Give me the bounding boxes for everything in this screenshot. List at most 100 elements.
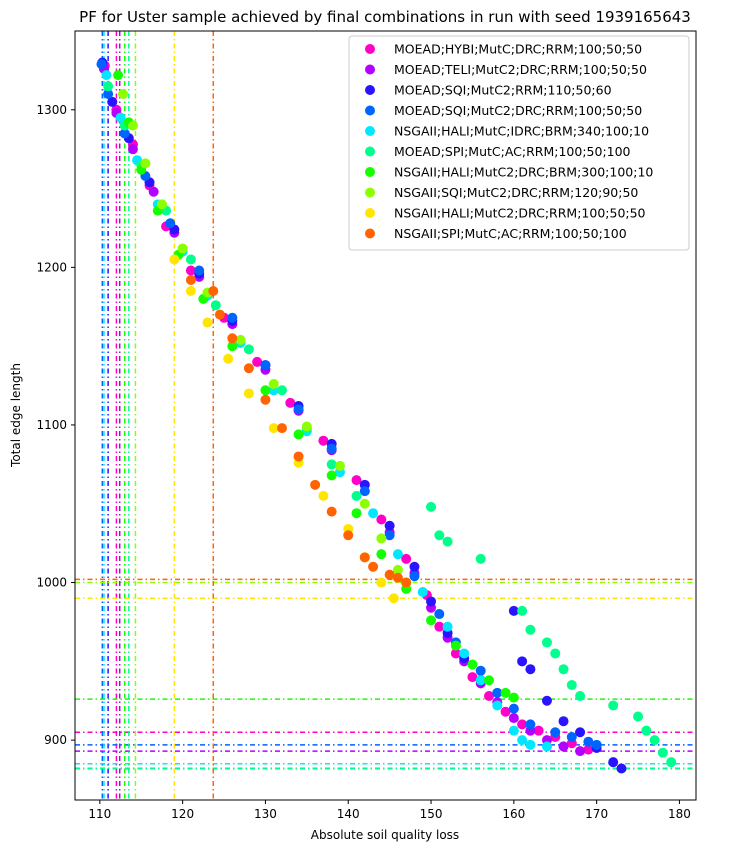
- point-series-1-18: [508, 713, 519, 724]
- point-series-7-0: [118, 89, 129, 100]
- legend-marker-4: [365, 126, 375, 136]
- point-series-9-3: [227, 333, 238, 344]
- point-series-9-0: [185, 274, 196, 285]
- point-series-6-10: [351, 508, 362, 519]
- point-series-0-18: [500, 706, 511, 717]
- point-series-6-14: [450, 640, 461, 651]
- point-series-7-10: [359, 498, 370, 509]
- legend-label-6: NSGAII;HALI;MutC2;DRC;BRM;300;100;10: [394, 165, 653, 180]
- point-series-9-14: [392, 572, 403, 583]
- series-9: [185, 274, 412, 588]
- point-series-5-19: [558, 664, 569, 675]
- y-tick-label-3: 1200: [36, 260, 67, 274]
- point-series-3-7: [260, 360, 271, 371]
- point-series-9-4: [243, 363, 254, 374]
- point-series-3-6: [227, 312, 238, 323]
- x-axis-label: Absolute soil quality loss: [311, 828, 459, 842]
- point-series-4-17: [508, 725, 519, 736]
- point-series-4-0: [101, 70, 112, 81]
- point-series-5-13: [442, 536, 453, 547]
- x-tick-label-1: 120: [171, 807, 194, 821]
- point-series-3-17: [508, 703, 519, 714]
- point-series-0-16: [467, 672, 478, 683]
- x-tick-label-2: 130: [254, 807, 277, 821]
- point-series-9-9: [326, 506, 337, 517]
- point-series-9-11: [359, 552, 370, 563]
- point-series-9-8: [310, 479, 321, 490]
- point-series-5-6: [243, 344, 254, 355]
- point-series-8-7: [318, 490, 329, 501]
- point-series-9-7: [293, 451, 304, 462]
- point-series-6-13: [426, 615, 437, 626]
- x-tick-label-5: 160: [502, 807, 525, 821]
- point-series-3-20: [566, 731, 577, 742]
- point-series-7-6: [235, 334, 246, 345]
- point-series-5-7: [277, 385, 287, 396]
- point-series-8-1: [185, 286, 196, 297]
- point-series-4-11: [392, 549, 403, 560]
- point-series-0-20: [533, 725, 544, 736]
- point-series-4-19: [525, 739, 536, 750]
- point-series-3-5: [194, 265, 205, 276]
- legend-marker-6: [365, 167, 375, 177]
- point-series-5-9: [326, 459, 337, 470]
- point-series-2-20: [541, 695, 552, 706]
- legend-marker-1: [365, 64, 375, 75]
- y-tick-label-2: 1100: [36, 418, 67, 432]
- point-series-8-5: [268, 423, 279, 434]
- point-series-9-2: [214, 309, 225, 320]
- point-series-8-3: [223, 353, 234, 364]
- point-series-5-22: [608, 700, 619, 711]
- point-series-5-18: [550, 648, 561, 659]
- legend-marker-2: [365, 85, 375, 95]
- point-series-5-21: [575, 690, 586, 701]
- point-series-2-25: [616, 763, 627, 774]
- legend-frame: [348, 35, 690, 251]
- point-series-0-17: [484, 690, 494, 701]
- point-series-8-2: [202, 317, 213, 328]
- legend-label-5: MOEAD;SPI;MutC;AC;RRM;100;50;100: [394, 144, 631, 159]
- point-series-5-27: [666, 757, 677, 768]
- point-series-5-23: [633, 711, 644, 722]
- point-series-4-16: [492, 700, 503, 711]
- point-series-1-3: [148, 186, 159, 197]
- point-series-7-1: [127, 120, 138, 131]
- plot-frame: [74, 30, 697, 801]
- point-series-4-12: [417, 586, 428, 597]
- point-series-4-20: [541, 741, 552, 752]
- point-series-0-19: [517, 719, 528, 730]
- point-series-3-9: [326, 443, 337, 454]
- point-series-0-8: [285, 397, 296, 408]
- point-series-3-0: [96, 59, 107, 70]
- point-series-0-10: [351, 475, 362, 486]
- point-series-9-6: [277, 423, 287, 434]
- point-series-4-13: [442, 621, 453, 632]
- legend-label-0: MOEAD;HYBI;MutC;DRC;RRM;100;50;50: [394, 42, 642, 57]
- legend: MOEAD;HYBI;MutC;DRC;RRM;100;50;50 MOEAD;T…: [348, 35, 690, 251]
- point-series-4-15: [475, 675, 486, 686]
- point-series-6-0: [113, 70, 124, 81]
- point-series-5-4: [185, 254, 196, 265]
- point-series-6-9: [326, 470, 337, 481]
- point-series-3-1: [103, 89, 114, 100]
- point-series-5-14: [475, 553, 486, 564]
- y-tick-label-1: 1000: [36, 576, 67, 590]
- point-series-7-3: [156, 199, 167, 210]
- point-series-9-10: [343, 530, 354, 541]
- legend-label-9: NSGAII;SPI;MutC;AC;RRM;100;50;100: [394, 226, 627, 241]
- point-series-1-22: [575, 746, 586, 757]
- point-series-3-12: [409, 571, 420, 582]
- point-series-8-0: [169, 254, 180, 265]
- point-series-5-12: [434, 530, 445, 541]
- legend-marker-9: [365, 228, 375, 239]
- y-tick-label-0: 900: [44, 733, 67, 747]
- point-series-2-24: [608, 757, 619, 768]
- x-tick-label-0: 110: [88, 807, 111, 821]
- point-series-1-21: [558, 741, 569, 752]
- point-series-3-4: [165, 218, 176, 229]
- point-series-5-0: [103, 81, 114, 92]
- point-series-0-15: [450, 648, 461, 659]
- point-series-0-9: [318, 435, 329, 446]
- point-series-8-4: [243, 388, 254, 399]
- point-series-3-2: [119, 128, 130, 139]
